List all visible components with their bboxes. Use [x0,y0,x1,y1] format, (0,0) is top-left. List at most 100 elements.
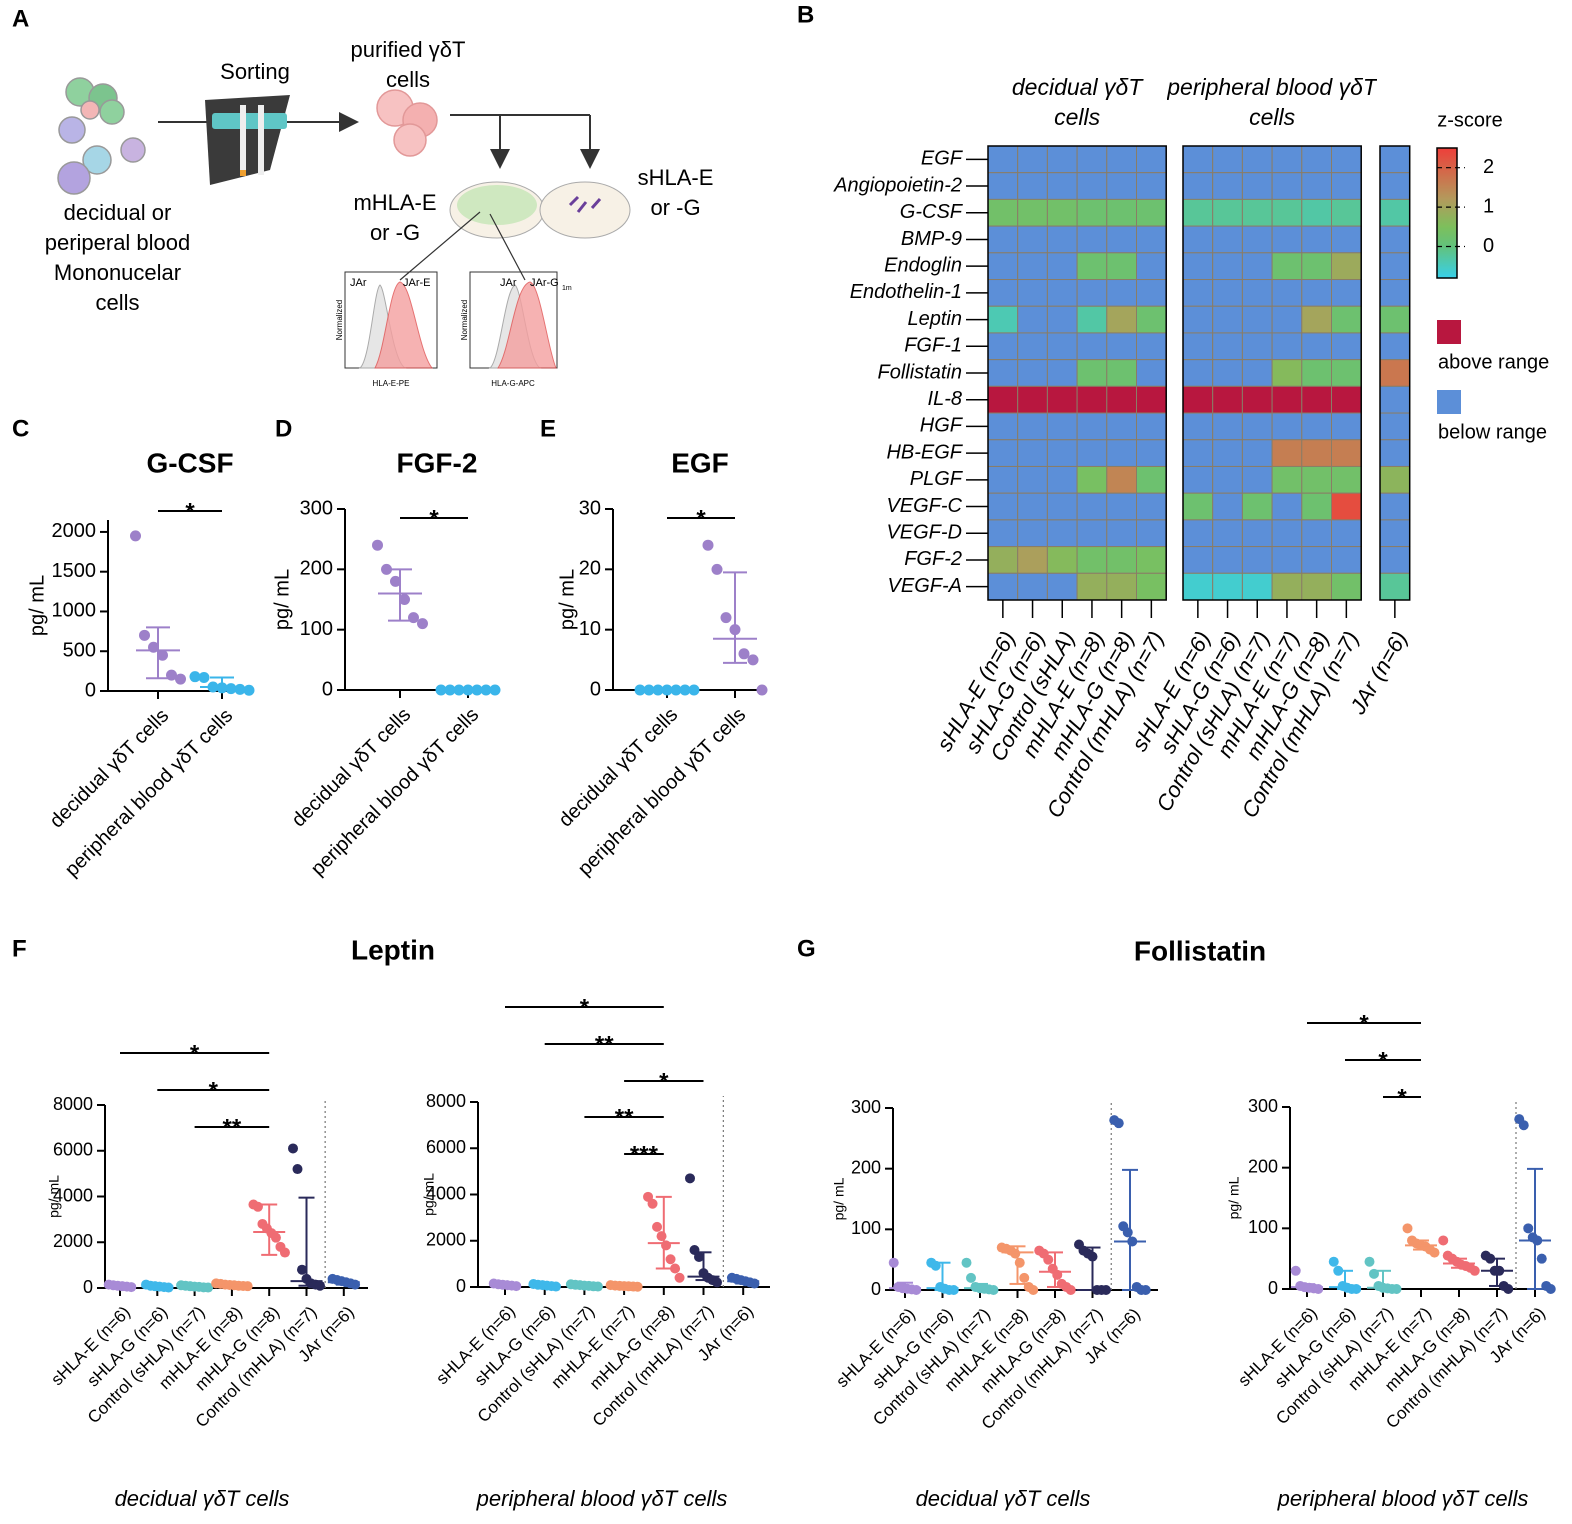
row-label: Endothelin-1 [850,281,962,303]
data-point [189,671,201,683]
data-point [961,1257,972,1268]
heat-cell [1379,546,1411,574]
y-tick-label: 200 [300,558,333,580]
heat-cell [1241,305,1273,334]
heat-cell [1017,252,1048,281]
data-point [435,684,447,696]
sig-label: * [580,994,590,1021]
heat-cell [987,279,1019,307]
heat-cell [1241,572,1273,601]
heat-cell [1046,225,1078,254]
heat-cell [1076,546,1108,574]
data-point [1010,1248,1021,1259]
heat-cell [1182,492,1214,521]
heat-cell [1136,546,1167,574]
data-point [1438,1235,1449,1246]
heat-cell [1212,546,1243,574]
data-point [381,563,392,575]
row-label: VEGF-D [886,522,962,544]
y-axis-label: pg/ mL [26,575,48,636]
heat-cell [1076,252,1108,281]
y-tick-label: 1000 [52,600,97,622]
y-axis-label: pg/ mL [1226,1176,1242,1219]
heat-cell [1331,145,1362,174]
group-title-box: decidual γδT cells [1011,74,1143,130]
heat-cell [1046,359,1078,387]
heat-cell [1301,492,1333,521]
heat-cell [1331,546,1362,574]
data-point [634,684,646,696]
heat-cell [1136,305,1167,334]
heat-cell [1136,252,1167,281]
heat-cell [1017,519,1048,548]
heat-cell [1271,385,1303,414]
heat-cell [1182,252,1214,281]
heat-cell [1379,145,1411,174]
data-point [756,684,768,696]
heat-cell [1301,279,1333,307]
hist-ylabel: Normalized [335,300,344,340]
heat-cell [1301,572,1333,601]
heat-cell [1106,385,1138,414]
data-point [126,1282,137,1293]
data-point [511,1281,522,1292]
data-point [1518,1120,1529,1131]
panel-letter: E [540,415,556,442]
heat-cell [1106,145,1138,174]
hist-ylabel: Normalized [460,300,469,340]
sig-label: ** [615,1104,634,1131]
heat-cell [1331,359,1362,387]
heat-cell [987,145,1019,174]
y-tick-label: 100 [1248,1217,1278,1237]
data-point [738,648,750,660]
heat-cell [1182,145,1214,174]
pointer [489,213,526,281]
legend-swatch [1437,320,1461,344]
heat-cell [1271,172,1303,200]
y-tick-label: 0 [456,1276,466,1296]
heat-cell [1106,198,1138,227]
hist-label: JAr-G [530,277,559,289]
heat-cell [1212,225,1243,254]
schematic: A JAr JAr-E Normalized HLA-E-PE JAr JAr-… [12,5,631,388]
heat-cell [1241,332,1273,361]
data-point [1014,1257,1025,1268]
heat-cell [987,519,1019,548]
data-point [1328,1256,1339,1267]
panel-letter: B [797,1,814,28]
heat-cell [1212,145,1243,174]
row-label: FGF-1 [904,335,962,357]
heat-cell [1212,465,1243,494]
pointer [399,211,481,281]
data-point [948,1285,959,1295]
x-axis-label: decidual γδT cells [916,1486,1091,1511]
x-tick-label: decidual γδT cells [555,704,683,832]
heat-cell [1182,572,1214,601]
heat-cell [1106,252,1138,281]
data-point [1351,1284,1362,1294]
data-point [688,684,700,696]
heat-cell [1046,332,1078,361]
heat-cell [1301,546,1333,574]
heat-cell [1106,465,1138,494]
group-title: decidual γδT cells [1011,74,1143,130]
heat-cell [1271,279,1303,307]
heat-cell [1182,546,1214,574]
x-tick-label: decidual γδT cells [46,705,174,833]
y-axis-label: pg/ mL [831,1177,847,1220]
data-point [1429,1247,1440,1258]
y-tick-label: 0 [322,678,333,700]
data-point [489,684,501,696]
data-point [1485,1253,1496,1264]
heat-cell [1046,145,1078,174]
row-label: VEGF-A [888,575,962,597]
heat-cell [1076,225,1108,254]
y-tick-label: 200 [851,1157,881,1177]
heat-cell [1379,225,1411,254]
chart-title: EGF [671,447,729,478]
data-point [1028,1285,1039,1295]
heat-cell [1136,145,1167,174]
heat-cell [1331,385,1362,414]
heat-cell [1379,492,1411,521]
heat-cell [1017,225,1048,254]
